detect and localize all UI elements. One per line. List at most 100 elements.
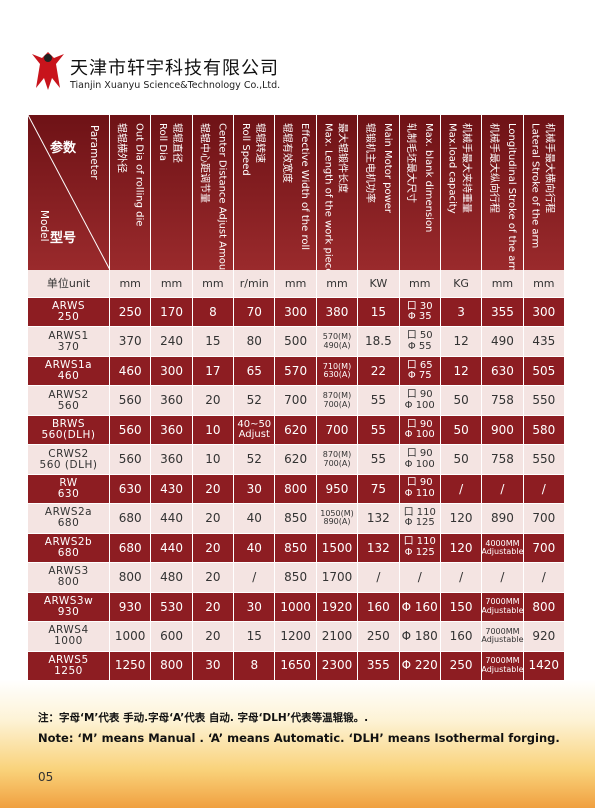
cell-line: 17 <box>205 363 221 378</box>
unit-cell: mm <box>275 270 317 298</box>
data-cell: 560 <box>110 386 152 416</box>
cell-line: 870(M) <box>322 391 352 401</box>
cell-line: 250 <box>449 658 473 673</box>
model-line: 370 <box>57 340 80 353</box>
data-cell: 560 <box>110 415 152 446</box>
unit-cell: mm <box>482 270 524 298</box>
data-cell: 620 <box>275 445 317 475</box>
data-cell: 700 <box>523 533 565 564</box>
data-cell: 1920 <box>316 592 359 623</box>
column-header-line: Longitudinal Stroke of the arm <box>505 123 517 276</box>
data-cell: 920 <box>523 622 565 652</box>
cell-line: 2100 <box>321 628 353 643</box>
cell-line: Adjustable <box>481 664 524 674</box>
cell-line: 1700 <box>321 570 353 585</box>
data-cell: 15 <box>192 327 235 357</box>
data-cell: 22 <box>358 356 400 387</box>
cell-line: 55 <box>370 393 386 408</box>
data-cell: 50 <box>440 415 483 446</box>
column-header-line: 辊辊转速 <box>253 123 265 163</box>
cell-line: 40 <box>246 511 262 526</box>
data-cell: 55 <box>358 415 400 446</box>
data-cell: 18.5 <box>358 327 400 357</box>
column-header-line: 辊辊横外径 <box>115 123 127 173</box>
data-cell: 80 <box>234 327 276 357</box>
model-line: ARWS2b <box>44 535 93 548</box>
column-header-line: Roll Dia <box>157 123 169 161</box>
cell-line: 300 <box>532 304 556 319</box>
cell-line: 口 90 <box>406 418 433 430</box>
data-cell: 15 <box>358 298 400 328</box>
data-cell: 758 <box>482 386 524 416</box>
data-cell: 20 <box>192 386 235 416</box>
model-line: 560(DLH) <box>41 429 96 442</box>
cell-line: 50 <box>453 452 469 467</box>
cell-line: 250 <box>366 628 390 643</box>
data-cell: 900 <box>482 415 524 446</box>
data-cell: 132 <box>358 533 400 564</box>
model-line: BRWS <box>51 418 86 431</box>
cell-line: 550 <box>532 393 556 408</box>
cell-line: 10 <box>205 422 221 437</box>
cell-line: 口 90 <box>406 389 433 401</box>
data-cell: 口 90 Φ 100 <box>399 415 441 446</box>
data-cell: 1250 <box>110 651 152 681</box>
cell-line: 20 <box>205 570 221 585</box>
data-cell: 50 <box>440 386 483 416</box>
data-cell: 30 <box>234 474 276 505</box>
cell-line: 850 <box>284 511 308 526</box>
company-en: Tianjin Xuanyu Science&Technology Co.,Lt… <box>70 80 281 91</box>
cell-line: 370 <box>118 334 142 349</box>
data-cell: 355 <box>482 298 524 328</box>
column-header-line: 机械手最大横向行程 <box>543 123 555 213</box>
data-cell: 口 90 Φ 100 <box>399 386 441 416</box>
cell-line: 70 <box>246 304 262 319</box>
data-cell: Φ 160 <box>399 592 441 623</box>
column-header-line: Max. Length of the work piece <box>322 123 334 275</box>
cell-line: 710(M) <box>322 361 352 371</box>
unit-cell: KW <box>358 270 400 298</box>
data-cell: 440 <box>151 504 193 534</box>
data-cell: 380 <box>316 298 359 328</box>
data-cell: 40~50 Adjust <box>234 415 276 446</box>
cell-line: 1200 <box>280 628 311 643</box>
data-cell: 460 <box>110 356 152 387</box>
cell-line: 20 <box>205 481 221 496</box>
model-cell: ARWS3w 930 <box>28 592 110 623</box>
cell-line: 120 <box>449 511 473 526</box>
cell-line: 20 <box>205 628 221 643</box>
data-cell: 20 <box>192 592 235 623</box>
data-cell: 950 <box>316 474 359 505</box>
data-cell: 55 <box>358 386 400 416</box>
data-cell: 口 110 Φ 125 <box>399 533 441 564</box>
model-line: ARWS2 <box>48 388 89 401</box>
model-line: 560 <box>57 399 80 412</box>
model-cell: ARWS2a 680 <box>28 504 110 534</box>
cell-line: 700 <box>532 511 556 526</box>
column-header-line: 辊辊直径 <box>171 123 183 163</box>
unit-cell: 单位unit <box>28 270 110 298</box>
column-header-line: Out Dia of rolling die <box>133 123 145 227</box>
cell-line: 12 <box>453 334 469 349</box>
data-cell: 15 <box>234 622 276 652</box>
model-line: ARWS5 <box>48 653 89 666</box>
cell-line: / <box>459 570 464 585</box>
cell-line: 435 <box>532 334 556 349</box>
column-header: Max. Length of the work piece 最大辊锻件长度 <box>317 115 359 275</box>
unit-cell: mm <box>316 270 359 298</box>
column-header-line: Max.load capacity <box>446 123 458 214</box>
cell-line: 1920 <box>321 599 353 614</box>
cell-line: 505 <box>532 363 556 378</box>
cell-line: 1420 <box>528 658 560 673</box>
data-cell: 口 90 Φ 100 <box>399 445 441 475</box>
cell-line: 160 <box>449 628 473 643</box>
cell-line: 890 <box>490 511 514 526</box>
data-cell: 2100 <box>316 622 359 652</box>
data-cell: 430 <box>151 474 193 505</box>
cell-line: 460 <box>118 363 142 378</box>
data-cell: 8 <box>234 651 276 681</box>
note-cn: 注：字母‘M’代表 手动.字母‘A’代表 自动. 字母‘DLH’代表等温辊锻。. <box>38 712 369 724</box>
cell-line: / <box>417 570 422 585</box>
cell-line: 160 <box>366 599 390 614</box>
data-cell: 480 <box>151 563 193 593</box>
